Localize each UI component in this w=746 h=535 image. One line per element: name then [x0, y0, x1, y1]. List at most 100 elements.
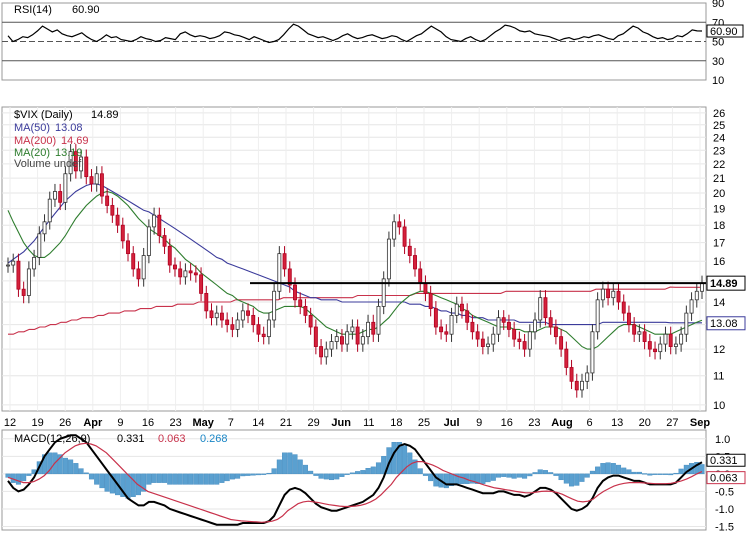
- x-tick-label: 23: [169, 417, 181, 429]
- candle-up: [694, 290, 699, 301]
- candle-up: [11, 260, 16, 266]
- candle-up: [350, 326, 355, 333]
- macd-histogram-bar: [193, 473, 199, 485]
- candle-up: [47, 198, 52, 223]
- candle-down: [230, 324, 235, 330]
- candle-up: [663, 333, 668, 345]
- candle-up: [700, 282, 704, 292]
- candle-up: [240, 310, 245, 321]
- macd-value-signal: 0.063: [158, 433, 186, 445]
- candle-up: [366, 321, 370, 338]
- candle-up: [454, 303, 459, 316]
- rsi-y-tick-label: 30: [712, 56, 724, 68]
- macd-histogram-bar: [62, 457, 68, 475]
- candle-up: [141, 255, 146, 280]
- candle-up: [42, 221, 47, 235]
- x-tick-label: May: [192, 417, 214, 429]
- macd-histogram-bar: [235, 473, 241, 479]
- ma50-value-box: [706, 316, 746, 331]
- price-y-tick-label: 20: [713, 188, 725, 200]
- price-y-tick-label: 16: [713, 256, 725, 268]
- candle-up: [611, 290, 616, 299]
- candle-down: [293, 284, 297, 301]
- candle-up: [235, 319, 240, 330]
- candle-up: [600, 288, 605, 301]
- macd-histogram-bar: [579, 473, 585, 482]
- macd-histogram-bar: [574, 473, 580, 486]
- x-tick-label: 9: [476, 417, 482, 429]
- x-tick-label: 23: [528, 417, 540, 429]
- macd-histogram-bar: [527, 473, 533, 477]
- macd-histogram-bar: [642, 473, 648, 475]
- candle-down: [178, 268, 183, 278]
- candle-up: [6, 264, 10, 267]
- macd-histogram-bar: [292, 454, 298, 475]
- candle-down: [402, 226, 407, 247]
- candle-up: [496, 317, 501, 335]
- candle-down: [616, 290, 621, 303]
- macd-histogram-bar: [250, 473, 256, 476]
- x-tick-label: 20: [639, 417, 651, 429]
- macd-histogram-bar: [94, 473, 100, 485]
- macd-histogram-bar: [490, 473, 496, 481]
- price-y-tick-label: 26: [713, 108, 725, 120]
- macd-histogram-bar: [198, 473, 204, 485]
- x-tick-label: Jul: [444, 417, 460, 429]
- rsi-line: [7, 23, 703, 44]
- candle-down: [251, 314, 256, 326]
- macd-histogram-bar: [355, 471, 361, 475]
- ma200-line: [8, 286, 702, 335]
- macd-histogram-bar: [229, 473, 235, 480]
- macd-histogram-bar: [495, 473, 502, 478]
- macd-histogram-bar: [422, 473, 428, 476]
- legend-volume-label: Volume undef: [14, 158, 82, 170]
- candle-down: [621, 301, 626, 314]
- macd-histogram-bar: [615, 464, 622, 475]
- candle-up: [26, 268, 31, 296]
- macd-histogram-bar: [141, 473, 147, 492]
- candle-up: [658, 343, 663, 353]
- candle-up: [585, 372, 590, 382]
- candle-down: [115, 214, 120, 226]
- candle-up: [376, 305, 381, 335]
- macd-histogram-bar: [610, 463, 616, 475]
- candle-down: [501, 317, 506, 323]
- legend-ma50-label: MA(50): [14, 122, 50, 134]
- candle-down: [444, 331, 449, 335]
- candle-up: [689, 299, 694, 314]
- candle-up: [146, 226, 151, 256]
- candle-down: [559, 336, 564, 350]
- macd-histogram-bar: [328, 473, 335, 481]
- candle-down: [418, 268, 423, 284]
- candle-down: [282, 253, 287, 270]
- candle-up: [386, 238, 391, 280]
- candle-up: [491, 333, 496, 345]
- candle-down: [84, 156, 89, 178]
- candle-down: [371, 321, 376, 335]
- x-tick-label: 12: [4, 417, 16, 429]
- macd-histogram-bar: [276, 459, 282, 475]
- candle-up: [538, 297, 543, 321]
- macd-histogram-bar: [214, 473, 220, 485]
- candle-down: [131, 253, 136, 270]
- last-price-text: 14.89: [710, 278, 738, 290]
- macd-histogram-bar: [678, 468, 684, 475]
- macd-histogram-bar: [600, 463, 606, 475]
- candle-up: [580, 380, 584, 391]
- candle-down: [433, 308, 438, 328]
- macd-histogram-bar: [647, 473, 653, 476]
- macd-histogram-bar: [167, 473, 173, 485]
- rsi-title: RSI(14): [14, 4, 52, 16]
- macd-value-hist: 0.268: [200, 433, 228, 445]
- macd-histogram-bar: [334, 473, 340, 480]
- macd-y-tick-label: -0.5: [715, 486, 734, 498]
- macd-histogram-bar: [130, 473, 136, 497]
- macd-histogram-bar: [584, 473, 590, 478]
- macd-histogram-bar: [146, 473, 152, 485]
- candle-down: [167, 245, 172, 266]
- price-y-tick-label: 19: [713, 204, 725, 216]
- candle-down: [287, 268, 292, 286]
- macd-histogram-bar: [506, 473, 512, 478]
- macd-histogram-bar: [219, 473, 225, 483]
- macd-histogram-bar: [151, 473, 157, 483]
